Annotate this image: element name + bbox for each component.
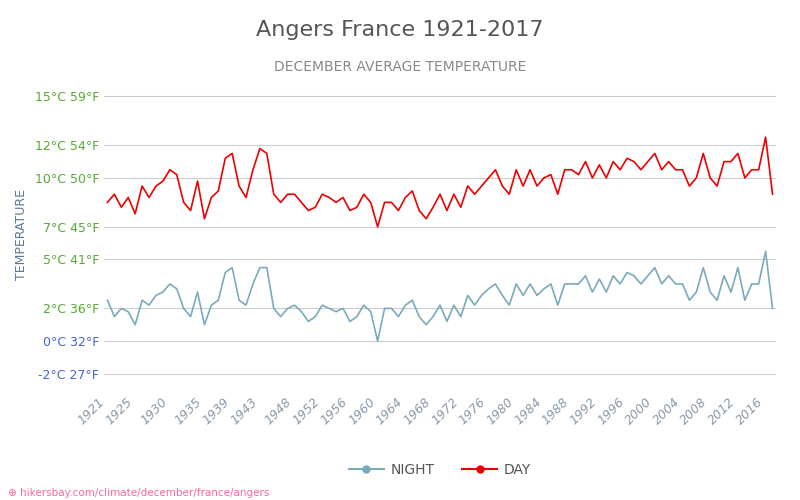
- Text: ⊕ hikersbay.com/climate/december/france/angers: ⊕ hikersbay.com/climate/december/france/…: [8, 488, 270, 498]
- Y-axis label: TEMPERATURE: TEMPERATURE: [14, 190, 28, 280]
- Text: DECEMBER AVERAGE TEMPERATURE: DECEMBER AVERAGE TEMPERATURE: [274, 60, 526, 74]
- Legend: NIGHT, DAY: NIGHT, DAY: [343, 457, 537, 482]
- Text: Angers France 1921-2017: Angers France 1921-2017: [256, 20, 544, 40]
